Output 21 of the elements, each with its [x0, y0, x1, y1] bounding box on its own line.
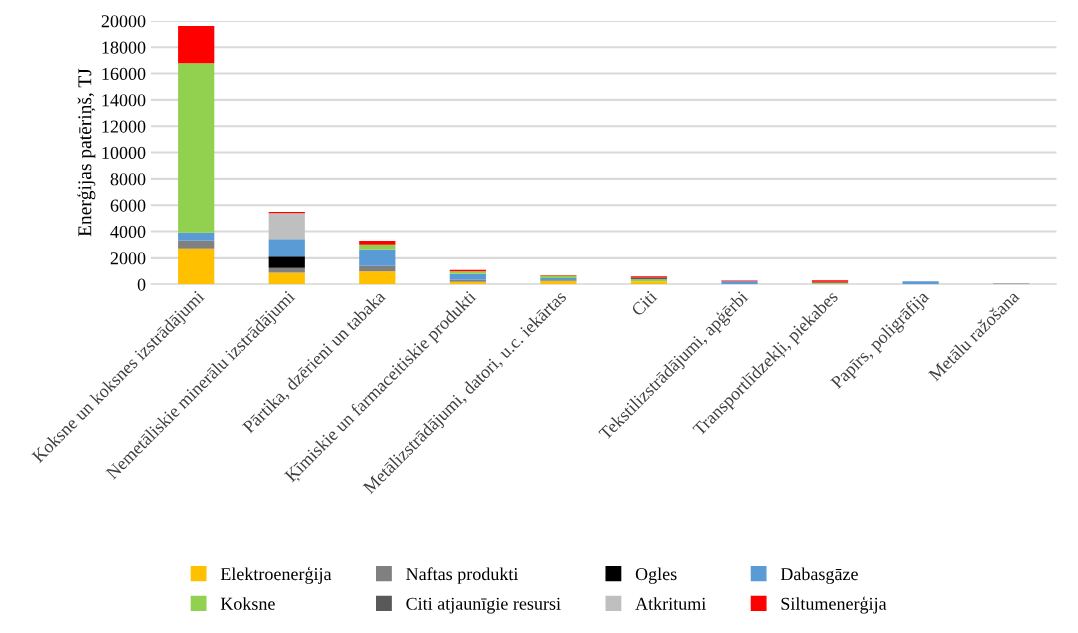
x-tick-label: Citi [630, 289, 658, 317]
legend-label: Naftas produkti [406, 567, 519, 584]
y-tick-label: 14000 [102, 94, 146, 107]
legend-label: Koksne [220, 597, 275, 610]
legend-label: Siltumenerģija [781, 596, 887, 614]
y-tick-label: 0 [137, 278, 146, 291]
y-tick-label: 2000 [110, 252, 146, 265]
y-tick-label: 12000 [102, 120, 146, 133]
legend-label: Ogles [635, 567, 677, 584]
y-tick-label: 16000 [102, 67, 146, 80]
y-axis-title: Enerģijas patēriņš, TJ [77, 68, 96, 237]
y-tick-label: 6000 [110, 199, 146, 212]
y-tick-label: 10000 [102, 146, 146, 159]
y-tick-label: 4000 [110, 225, 146, 238]
legend-label: Atkritumi [635, 597, 706, 610]
legend-label: Dabasgāze [780, 567, 858, 584]
legend-label: Elektroenerģija [220, 566, 332, 584]
y-tick-label: 20000 [101, 15, 146, 28]
legend-label: Citi atjaunīgie resursi [406, 597, 561, 614]
y-tick-label: 8000 [110, 173, 146, 186]
y-tick-label: 18000 [102, 41, 146, 54]
